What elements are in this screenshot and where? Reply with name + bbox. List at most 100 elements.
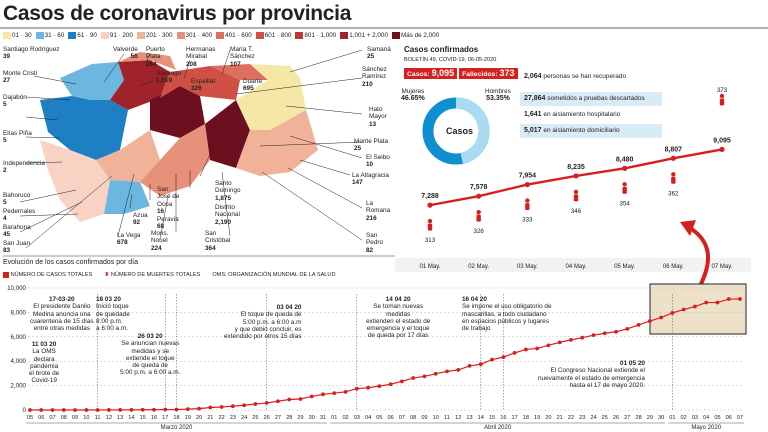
person-icon-body <box>573 194 579 202</box>
province-label-monte-cristi: Monte Cristi 27 <box>3 70 38 85</box>
annotation-17-03: 17-03-20 El presidente Danilo Medina anun… <box>30 296 94 333</box>
province-label-duarte: Duarte 695 <box>243 78 263 93</box>
x-tick-label: 05 <box>27 415 33 421</box>
cases-point <box>501 355 506 360</box>
province-label-independencia: Independencia 2 <box>3 160 45 175</box>
person-icon <box>427 218 433 224</box>
cases-point <box>738 297 742 301</box>
province-label-sanchez-ramirez: Sánchez Ramírez 210 <box>362 66 387 88</box>
x-tick-label: 24 <box>590 415 596 421</box>
x-tick-label: 21 <box>207 415 213 421</box>
annotation-16-04: 16 04 20 Se impone el uso obligatorio de … <box>462 296 552 333</box>
province-label-samana: Samaná 25 <box>367 46 391 61</box>
x-tick-label: 20 <box>545 415 551 421</box>
map-legend-label: 601 · 800 <box>264 32 292 39</box>
map-legend-item: 801 · 1,000 <box>295 32 336 39</box>
leader-line <box>287 167 363 209</box>
weekly-death-label: 373 <box>717 87 728 94</box>
map-legend-label: 31 · 60 <box>44 32 65 39</box>
men-label: Hombres 53.35% <box>485 88 511 103</box>
province-label-distrito-nacional: Distrito Nacional 2,190 <box>215 204 240 226</box>
weekly-date-label: 04 May. <box>566 264 587 270</box>
x-tick-label: 10 <box>83 415 89 421</box>
map-cibao-east <box>160 66 240 100</box>
legend-deaths: ♜ NÚMERO DE MUERTES TOTALES <box>104 272 201 278</box>
person-icon-body <box>719 98 725 106</box>
province-label-hato-mayor: Hato Mayor 13 <box>369 106 387 128</box>
leader-line <box>117 173 135 237</box>
cases-point <box>73 408 77 412</box>
map-legend-item: 61 · 90 <box>68 32 97 39</box>
map-legend-item: 401 · 600 <box>216 32 252 39</box>
map-legend-item: 01 · 30 <box>3 32 32 39</box>
x-tick-label: 27 <box>624 415 630 421</box>
province-label-san-jose-de-ocoa: San José de Ocoa 16 <box>157 186 180 215</box>
map-legend-swatch <box>100 32 109 39</box>
cases-point <box>264 401 269 405</box>
map-legend-label: 01 · 30 <box>12 32 32 39</box>
map-legend-swatch <box>136 32 145 39</box>
province-label-pedernales: Pedernales 4 <box>3 208 36 223</box>
leader-line <box>19 201 83 233</box>
x-tick-label: 12 <box>106 415 112 421</box>
weekly-case-label: 7,578 <box>470 184 488 191</box>
cases-point <box>50 408 55 412</box>
x-tick-label: 07 <box>737 415 743 421</box>
x-tick-label: 01 <box>669 415 675 421</box>
x-tick-label: 26 <box>613 415 619 421</box>
map-east-north <box>236 78 306 130</box>
x-tick-label: 30 <box>309 415 315 421</box>
cases-point <box>535 346 540 351</box>
annotation-11-03: 11 03 20 La OMS declara pandemia el brote… <box>29 341 60 385</box>
province-label-puerto-plata: Puerto Plata 264 <box>146 46 165 68</box>
person-icon <box>525 198 530 203</box>
legend-cases: NÚMERO DE CASOS TOTALES <box>3 271 92 279</box>
province-label-elias-pina: Elías Piña 5 <box>3 130 32 145</box>
cases-point <box>140 407 145 412</box>
weekly-case-label: 8,235 <box>567 164 585 171</box>
map-legend-swatch <box>68 32 77 39</box>
cases-point <box>693 304 697 309</box>
weekly-case-label: 8,807 <box>665 146 683 153</box>
leader-line <box>129 193 133 209</box>
province-label-san-juan: San Juan 83 <box>3 240 31 255</box>
x-tick-label: 07 <box>49 415 55 421</box>
x-tick-label: 02 <box>681 415 687 421</box>
cases-point <box>219 405 224 409</box>
map-azua <box>104 180 150 214</box>
map-legend-swatch <box>216 32 225 39</box>
cases-point <box>208 405 213 410</box>
cases-point <box>512 351 517 355</box>
annotation-18-03: 18 03 20 Inició toque de quedade 8:00 p.m… <box>96 296 130 333</box>
map-legend-label: 1,001 + 2,000 <box>349 32 388 39</box>
cases-point <box>670 311 675 315</box>
month-label: Marzo 2020 <box>161 425 193 431</box>
person-icon <box>671 172 676 177</box>
person-icon <box>622 182 627 187</box>
map-legend-item: 301 · 400 <box>176 32 213 39</box>
cases-point <box>163 407 168 412</box>
weekly-death-label: 313 <box>425 237 436 244</box>
weekly-death-label: 333 <box>522 217 533 224</box>
annotation-01-05: 01 05 20 El Congreso Nacional extiende el… <box>538 360 645 389</box>
leader-line <box>25 96 71 101</box>
map-legend-item: Más de 2,000 <box>391 32 439 39</box>
province-label-peravia: Peravia 68 <box>157 216 179 231</box>
map-puerto-plata <box>118 52 176 70</box>
x-tick-label: 13 <box>466 415 472 421</box>
cases-point <box>490 357 494 362</box>
person-icon-body <box>622 186 627 194</box>
leader-line <box>139 79 155 87</box>
x-tick-label: 16 <box>151 415 157 421</box>
province-label-hermanas-mirabal: Hermanas Mirabal 208 <box>186 46 216 68</box>
province-label-bahoruco: Bahoruco 5 <box>3 192 31 207</box>
map-santiago <box>110 60 170 110</box>
leader-line <box>145 53 151 63</box>
x-tick-label: 05 <box>714 415 720 421</box>
province-label-el-seibo: El Seibo 10 <box>366 154 390 169</box>
cases-point <box>591 333 596 338</box>
leader-line <box>183 59 191 79</box>
map-legend-label: 301 · 400 <box>185 32 213 39</box>
weekly-date-strip <box>395 258 751 272</box>
